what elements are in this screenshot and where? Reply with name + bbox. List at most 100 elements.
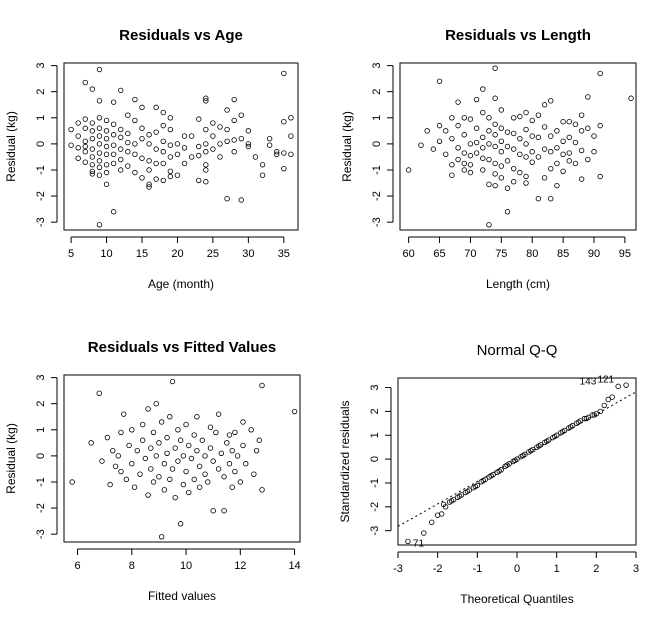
data-point (217, 154, 223, 160)
data-point (498, 163, 505, 169)
y-tick-label: 3 (371, 63, 383, 69)
data-point (203, 95, 209, 101)
data-point (125, 149, 131, 155)
data-point (523, 109, 529, 116)
data-point (158, 419, 165, 425)
data-point (153, 104, 159, 111)
data-point (259, 162, 266, 168)
data-point (160, 149, 166, 155)
data-point (238, 197, 244, 203)
data-point (224, 195, 230, 202)
data-point (492, 160, 498, 167)
data-point (203, 98, 209, 104)
data-point (492, 143, 498, 150)
panel-1: Residuals vs Age 5 10 15 20 25 30 35 -3 -2 -1 0 1 2 3 A… (4, 27, 299, 291)
data-point (112, 463, 119, 470)
data-point (203, 149, 209, 155)
x-tick-label: 85 (557, 248, 569, 260)
data-point (139, 125, 145, 131)
data-point (473, 96, 480, 103)
data-point (139, 437, 146, 443)
data-point (89, 86, 96, 92)
data-point (405, 167, 412, 173)
data-point (498, 107, 505, 113)
data-point (177, 437, 184, 443)
y-tick-label: -2 (35, 503, 47, 513)
data-point (181, 160, 188, 167)
data-point (181, 133, 188, 139)
data-point (110, 160, 117, 167)
data-point (504, 129, 511, 135)
data-point (75, 133, 81, 139)
y-tick-label: -3 (371, 217, 383, 227)
data-point (251, 471, 257, 477)
data-point (96, 150, 103, 156)
y-axis-label: Residual (kg) (4, 111, 18, 182)
data-point (146, 184, 152, 190)
panel-4: Normal Q-Q -3 -2 -1 0 1 2 3 -3 -2 -1 0 1 2 3 Theoretica… (338, 342, 639, 606)
data-point (172, 445, 178, 451)
plot-frame (399, 62, 637, 231)
data-point (164, 434, 170, 441)
data-point (288, 133, 294, 139)
data-point (517, 151, 523, 158)
data-point (126, 442, 132, 449)
data-point (504, 462, 510, 468)
data-point (199, 437, 206, 443)
data-point (504, 209, 511, 215)
data-point (424, 128, 430, 134)
data-point (99, 458, 105, 464)
y-tick-label: -1 (371, 165, 383, 175)
data-point (591, 149, 597, 155)
data-point (132, 96, 138, 103)
data-point (210, 458, 216, 464)
data-point (177, 521, 184, 527)
data-point (89, 162, 96, 168)
data-point (510, 130, 517, 137)
data-point (585, 125, 591, 131)
data-point (231, 137, 237, 143)
data-point (82, 79, 88, 86)
data-point (455, 99, 461, 105)
y-tick-label: -2 (369, 502, 381, 512)
y-tick-label: 0 (35, 141, 47, 147)
data-point (567, 424, 574, 430)
x-axis-label: Length (cm) (486, 277, 550, 291)
data-point (504, 143, 511, 150)
data-point (492, 95, 498, 101)
data-point (186, 489, 192, 496)
data-point (110, 99, 117, 105)
data-point (628, 95, 634, 101)
data-point (461, 167, 467, 173)
data-point (229, 484, 235, 490)
data-point (226, 461, 233, 467)
data-point (597, 173, 603, 180)
data-point (529, 149, 535, 155)
data-point (118, 167, 124, 173)
data-point (520, 452, 526, 459)
data-point (153, 160, 159, 167)
data-point (104, 434, 111, 441)
data-point (440, 501, 447, 508)
data-point (472, 483, 479, 490)
y-tick-label: 1 (35, 115, 47, 121)
data-point (548, 149, 554, 155)
data-point (103, 181, 110, 188)
data-point (153, 401, 159, 407)
plot-title: Normal Q-Q (477, 342, 558, 359)
data-point (103, 151, 110, 158)
y-tick-label: -3 (35, 529, 47, 539)
data-point (110, 121, 117, 128)
data-point (559, 428, 566, 435)
x-tick-label: 14 (288, 560, 300, 572)
y-tick-label: 1 (371, 115, 383, 121)
data-point (167, 154, 174, 160)
data-point (421, 530, 427, 536)
data-point (196, 116, 202, 122)
x-tick-label: -2 (433, 563, 443, 575)
data-point (523, 154, 529, 160)
data-point (566, 150, 572, 156)
data-point (438, 511, 445, 517)
data-point (566, 158, 572, 164)
